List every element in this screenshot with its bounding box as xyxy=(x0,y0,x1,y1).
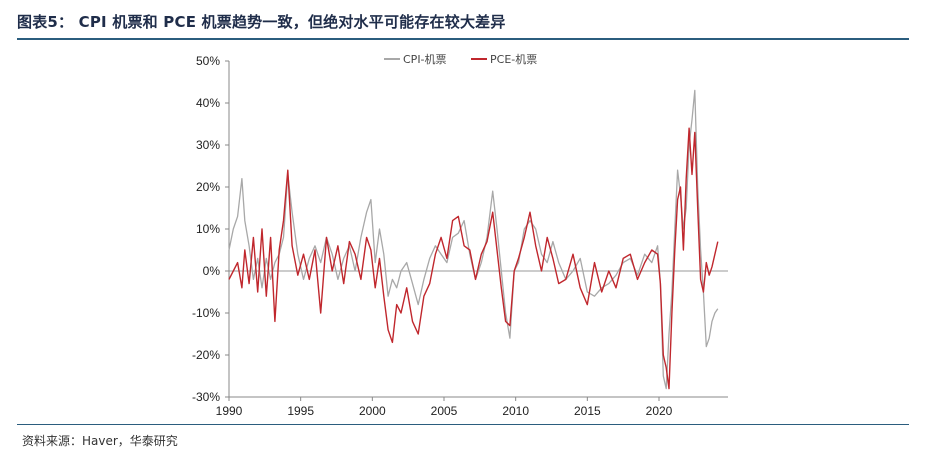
x-tick-label: 1995 xyxy=(287,404,314,418)
y-tick-label: 20% xyxy=(196,180,220,194)
x-tick-label: 2015 xyxy=(574,404,601,418)
y-tick-label: 0% xyxy=(203,264,221,278)
y-tick-label: -20% xyxy=(192,348,220,362)
legend: CPI-机票 PCE-机票 xyxy=(384,52,537,66)
x-tick-label: 1990 xyxy=(216,404,243,418)
y-tick-label: 50% xyxy=(196,54,220,68)
y-tick-label: 30% xyxy=(196,138,220,152)
x-tick-label: 2005 xyxy=(431,404,458,418)
legend-label-cpi: CPI-机票 xyxy=(403,52,447,66)
series-line-cpi xyxy=(228,89,719,390)
y-tick-label: 40% xyxy=(196,96,220,110)
series-line-pce xyxy=(228,127,719,390)
y-tick-label: -10% xyxy=(192,306,220,320)
top-rule xyxy=(17,38,909,40)
y-tick-label: 10% xyxy=(196,222,220,236)
source-note: 资料来源：Haver，华泰研究 xyxy=(22,434,178,448)
y-axis: 50% 40% 30% 20% 10% 0% -10% -20% -30% xyxy=(192,54,229,404)
chart-title: 图表5： CPI 机票和 PCE 机票趋势一致，但绝对水平可能存在较大差异 xyxy=(17,13,506,31)
bottom-rule xyxy=(17,424,909,425)
y-tick-label: -30% xyxy=(192,390,220,404)
x-tick-label: 2000 xyxy=(359,404,386,418)
legend-label-pce: PCE-机票 xyxy=(490,52,537,66)
x-tick-label: 2010 xyxy=(502,404,529,418)
x-tick-label: 2020 xyxy=(646,404,673,418)
x-axis: 1990 1995 2000 2005 2010 2015 2020 xyxy=(216,397,673,418)
